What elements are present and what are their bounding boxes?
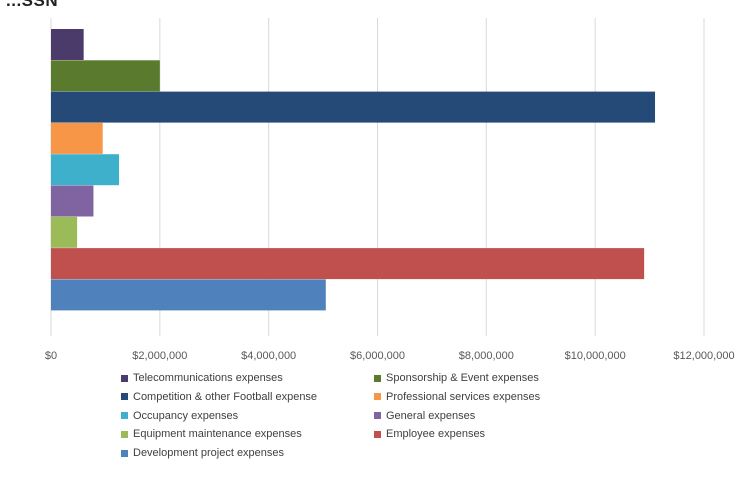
legend-item: Telecommunications expenses [121, 372, 283, 384]
legend-label: Competition & other Football expense [133, 390, 318, 403]
legend-item: Equipment maintenance expenses [121, 428, 302, 440]
bar [51, 279, 326, 311]
legend-item: Development project expenses [121, 447, 284, 459]
legend-label: Sponsorship & Event expenses [386, 372, 539, 384]
bar [51, 91, 656, 123]
x-axis-ticks: $0 $2,000,000 $4,000,000 $6,000,000 $8,000,0… [45, 350, 735, 362]
x-tick-label: $8,000,000 [459, 350, 514, 362]
x-tick-label: $4,000,000 [241, 350, 296, 362]
chart-title-fragment: ...SSN [6, 0, 59, 10]
legend-item: Sponsorship & Event expenses [374, 372, 539, 384]
legend-label: Employee expenses [386, 428, 486, 441]
bar [51, 154, 120, 186]
legend-swatch [374, 430, 381, 438]
legend-swatch [374, 412, 381, 420]
x-tick-label: $10,000,000 [565, 350, 626, 362]
legend-label: Professional services expenses [386, 390, 541, 403]
x-tick-label: $12,000,000 [673, 350, 734, 362]
x-tick-label: $0 [45, 350, 57, 362]
legend-item: General expenses [374, 410, 475, 422]
legend-item: Occupancy expenses [121, 410, 238, 422]
legend-swatch [121, 449, 128, 457]
x-tick-label: $6,000,000 [350, 350, 405, 362]
bars [51, 29, 656, 311]
bar [51, 122, 103, 154]
bar [51, 29, 84, 60]
legend-item: Professional services expenses [374, 391, 540, 403]
bar [51, 248, 645, 280]
legend-swatch [121, 374, 128, 382]
legend-swatch [121, 412, 128, 420]
bar [51, 216, 78, 248]
bar [51, 60, 160, 92]
legend-item: Employee expenses [374, 428, 485, 440]
legend-item: Competition & other Football expense [121, 391, 317, 403]
x-tick-label: $2,000,000 [132, 350, 187, 362]
legend-label: Equipment maintenance expenses [133, 428, 302, 441]
legend-label: Occupancy expenses [133, 409, 239, 422]
legend-swatch [121, 430, 128, 438]
legend-label: Development project expenses [133, 447, 285, 460]
legend-label: Telecommunications expenses [133, 372, 283, 384]
legend-swatch [374, 374, 381, 382]
legend-swatch [121, 393, 128, 401]
legend-swatch [374, 393, 381, 401]
legend-label: General expenses [386, 409, 476, 422]
bar [51, 185, 94, 217]
